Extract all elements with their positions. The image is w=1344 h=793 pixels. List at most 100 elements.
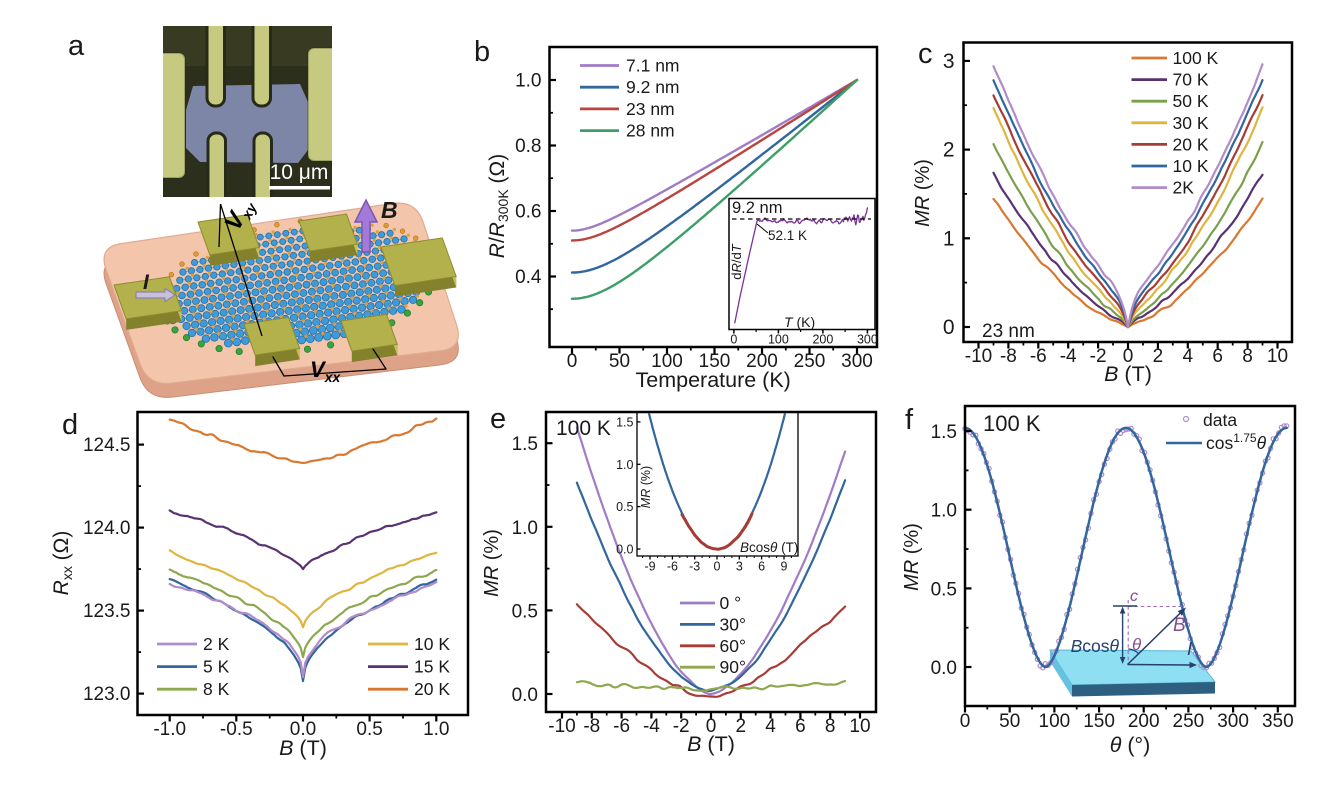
svg-text:I: I <box>143 271 150 294</box>
svg-text:2K: 2K <box>1173 178 1195 198</box>
svg-text:θ (°): θ (°) <box>1110 733 1151 757</box>
svg-text:10: 10 <box>849 716 870 737</box>
svg-text:123.0: 123.0 <box>83 684 131 705</box>
svg-text:1.0: 1.0 <box>515 71 541 92</box>
svg-text:0: 0 <box>714 560 721 574</box>
svg-text:2: 2 <box>736 716 747 737</box>
svg-text:0: 0 <box>1123 346 1134 367</box>
svg-text:10 K: 10 K <box>1173 156 1209 176</box>
svg-text:dR/dT: dR/dT <box>729 243 744 279</box>
svg-text:124.5: 124.5 <box>83 435 131 456</box>
svg-text:-1.0: -1.0 <box>153 719 186 740</box>
svg-text:T (K): T (K) <box>784 314 815 330</box>
svg-text:-9: -9 <box>644 560 655 574</box>
svg-text:1.5: 1.5 <box>931 422 957 443</box>
svg-text:0 °: 0 ° <box>720 593 742 613</box>
svg-text:B (T): B (T) <box>279 736 327 760</box>
svg-text:300: 300 <box>857 333 878 347</box>
svg-text:d: d <box>62 409 78 441</box>
svg-text:0.5: 0.5 <box>616 500 633 514</box>
svg-text:MR (%): MR (%) <box>639 466 653 508</box>
svg-text:50 K: 50 K <box>1173 91 1209 111</box>
svg-text:250: 250 <box>794 351 826 372</box>
svg-text:3: 3 <box>736 560 743 574</box>
svg-text:300: 300 <box>1217 711 1249 732</box>
svg-text:90°: 90° <box>720 657 746 677</box>
svg-text:100: 100 <box>1039 711 1071 732</box>
svg-text:0.0: 0.0 <box>512 685 538 706</box>
svg-text:30°: 30° <box>720 614 746 634</box>
svg-text:B (T): B (T) <box>687 732 735 756</box>
svg-text:c: c <box>1130 588 1138 605</box>
svg-text:0.0: 0.0 <box>290 719 316 740</box>
svg-text:-8: -8 <box>1000 346 1017 367</box>
svg-text:1.5: 1.5 <box>512 434 538 455</box>
svg-text:0.6: 0.6 <box>515 202 541 223</box>
svg-text:-4: -4 <box>643 716 660 737</box>
svg-text:8: 8 <box>1242 346 1253 367</box>
svg-text:4: 4 <box>1183 346 1194 367</box>
svg-text:-6: -6 <box>613 716 630 737</box>
svg-text:20 K: 20 K <box>1173 134 1209 154</box>
svg-text:2: 2 <box>1153 346 1164 367</box>
svg-text:4: 4 <box>765 716 776 737</box>
svg-text:-8: -8 <box>583 716 600 737</box>
svg-text:1.0: 1.0 <box>512 518 538 539</box>
svg-text:0: 0 <box>730 333 737 347</box>
svg-text:I: I <box>1187 639 1192 659</box>
svg-text:100 K: 100 K <box>1173 48 1219 68</box>
svg-text:60°: 60° <box>720 636 746 656</box>
svg-text:Bcosθ (T): Bcosθ (T) <box>740 540 798 555</box>
svg-text:0.0: 0.0 <box>931 658 957 679</box>
svg-text:Bcosθ: Bcosθ <box>1071 636 1120 656</box>
svg-text:10: 10 <box>1267 346 1288 367</box>
svg-text:100: 100 <box>651 351 683 372</box>
svg-text:23 nm: 23 nm <box>982 321 1035 342</box>
svg-text:150: 150 <box>1083 711 1115 732</box>
svg-text:200: 200 <box>812 333 833 347</box>
svg-text:100: 100 <box>768 333 789 347</box>
svg-text:50: 50 <box>609 351 630 372</box>
svg-text:9.2 nm: 9.2 nm <box>732 199 782 217</box>
svg-text:9: 9 <box>781 560 788 574</box>
svg-text:28 nm: 28 nm <box>626 121 675 141</box>
svg-text:8: 8 <box>825 716 836 737</box>
svg-text:3: 3 <box>943 50 955 73</box>
svg-text:-2: -2 <box>673 716 690 737</box>
svg-text:15 K: 15 K <box>414 657 450 677</box>
svg-text:20 K: 20 K <box>414 679 450 699</box>
svg-text:0: 0 <box>706 716 717 737</box>
svg-text:-2: -2 <box>1090 346 1107 367</box>
svg-text:124.0: 124.0 <box>83 518 131 539</box>
svg-text:0: 0 <box>943 316 955 339</box>
svg-text:0.0: 0.0 <box>616 543 633 557</box>
svg-text:-0.5: -0.5 <box>220 719 253 740</box>
svg-text:30 K: 30 K <box>1173 113 1209 133</box>
svg-text:52.1 K: 52.1 K <box>768 228 807 243</box>
svg-text:R/R300K (Ω): R/R300K (Ω) <box>486 154 511 258</box>
svg-text:23 nm: 23 nm <box>626 99 675 119</box>
svg-text:2: 2 <box>943 139 955 162</box>
svg-text:-10: -10 <box>548 716 575 737</box>
svg-text:50: 50 <box>999 711 1020 732</box>
svg-text:1.0: 1.0 <box>423 719 449 740</box>
svg-text:-10: -10 <box>965 346 992 367</box>
svg-text:200: 200 <box>746 351 778 372</box>
svg-text:0.5: 0.5 <box>512 601 538 622</box>
svg-text:200: 200 <box>1128 711 1160 732</box>
svg-text:70 K: 70 K <box>1173 70 1209 90</box>
svg-text:b: b <box>474 36 490 68</box>
svg-text:f: f <box>905 404 914 436</box>
svg-text:2 K: 2 K <box>203 634 230 654</box>
svg-text:350: 350 <box>1262 711 1294 732</box>
svg-text:300: 300 <box>841 351 873 372</box>
svg-text:MR (%): MR (%) <box>912 159 934 227</box>
svg-text:0: 0 <box>567 351 578 372</box>
svg-text:1: 1 <box>943 227 955 250</box>
svg-text:-6: -6 <box>667 560 678 574</box>
svg-text:150: 150 <box>699 351 731 372</box>
svg-text:0: 0 <box>960 711 971 732</box>
svg-text:c: c <box>918 38 933 70</box>
svg-text:8 K: 8 K <box>203 679 230 699</box>
svg-text:Rxx (Ω): Rxx (Ω) <box>50 531 75 596</box>
